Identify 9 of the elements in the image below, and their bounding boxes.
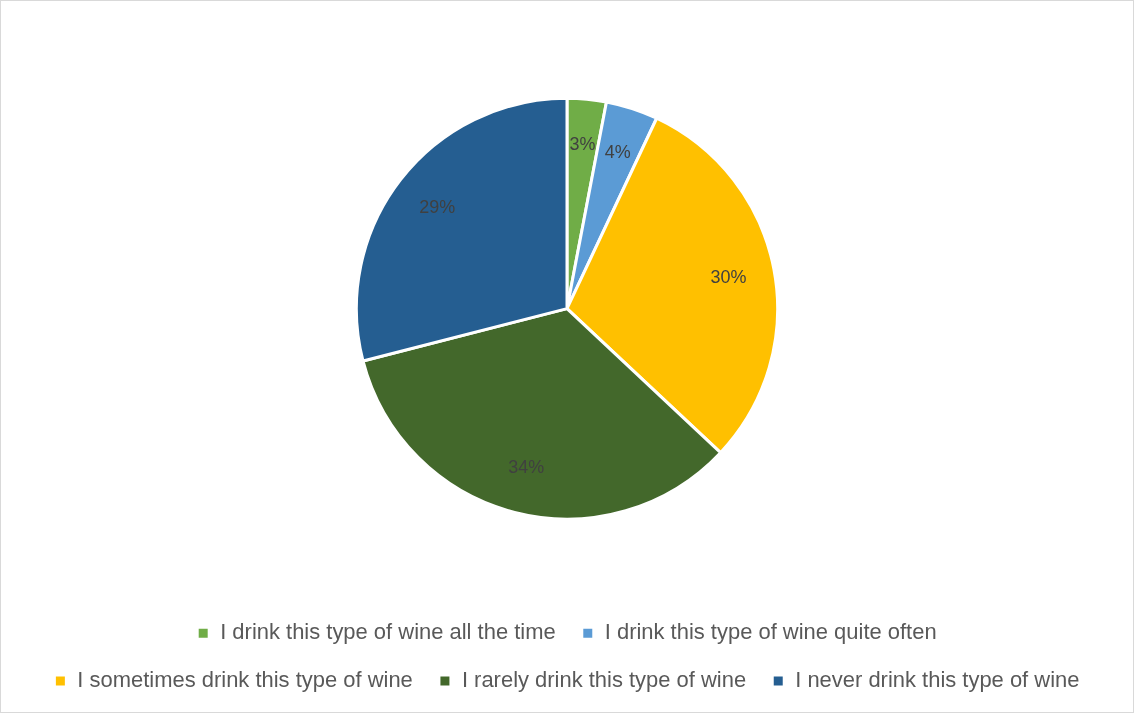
legend-label: I sometimes drink this type of wine xyxy=(77,667,413,693)
data-label: 29% xyxy=(419,197,456,217)
legend-label: I drink this type of wine all the time xyxy=(220,619,556,645)
legend-label: I drink this type of wine quite often xyxy=(604,619,937,645)
legend-label: I never drink this type of wine xyxy=(795,667,1080,693)
data-label: 30% xyxy=(710,266,747,287)
legend-label: I rarely drink this type of wine xyxy=(461,667,747,693)
data-label: 4% xyxy=(604,141,631,162)
data-label: 3% xyxy=(569,134,596,155)
